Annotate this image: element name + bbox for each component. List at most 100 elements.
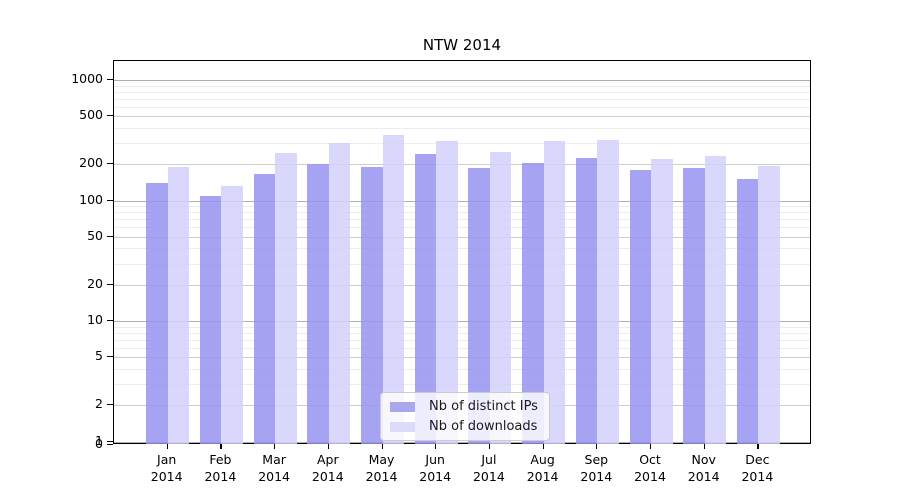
bar-downloads-may xyxy=(382,135,404,444)
y-tick-mark xyxy=(107,440,113,442)
gridline-major xyxy=(114,80,810,81)
gridline-major xyxy=(114,116,810,118)
y-tick-label: 200 xyxy=(79,155,103,171)
gridline-minor xyxy=(114,212,810,214)
x-tick-mark xyxy=(274,444,276,449)
x-tick-label-jan: Jan 2014 xyxy=(150,452,183,484)
gridline-minor xyxy=(114,143,810,144)
x-tick-mark xyxy=(327,444,329,449)
gridline-minor xyxy=(114,106,810,108)
y-tick-label: 1 xyxy=(95,432,103,448)
bar-distinct-ips-may xyxy=(361,166,383,444)
x-tick-mark xyxy=(542,444,544,449)
y-tick-mark xyxy=(107,235,113,237)
gridline-minor xyxy=(114,368,810,370)
gridline-minor xyxy=(114,98,810,100)
y-tick-mark xyxy=(107,163,113,165)
x-tick-label-feb: Feb 2014 xyxy=(204,452,237,484)
y-tick-label: 10 xyxy=(87,312,103,327)
gridline-major xyxy=(114,321,810,322)
y-tick-label: 2 xyxy=(95,396,103,412)
legend-item-distinct-ips: Nb of distinct IPs xyxy=(390,399,538,414)
bar-downloads-jan xyxy=(167,166,190,444)
x-tick-mark xyxy=(703,444,705,449)
legend: Nb of distinct IPs Nb of downloads xyxy=(380,392,550,441)
gridline-major xyxy=(114,236,810,238)
bar-downloads-dec xyxy=(758,166,780,444)
y-tick-mark xyxy=(107,404,113,406)
y-tick-label: 5 xyxy=(95,348,103,364)
y-tick-label: 20 xyxy=(87,275,103,291)
gridline-minor xyxy=(114,248,810,250)
x-tick-mark xyxy=(435,444,437,449)
bar-distinct-ips-sep xyxy=(575,157,598,444)
chart-title: NTW 2014 xyxy=(422,36,502,54)
gridline-minor xyxy=(114,326,810,328)
x-tick-mark xyxy=(488,444,491,449)
gridline-major xyxy=(114,200,810,202)
x-tick-label-mar: Mar 2014 xyxy=(258,452,290,484)
y-tick-label: 1000 xyxy=(71,71,103,86)
gridline-minor xyxy=(114,263,810,265)
bar-downloads-sep xyxy=(597,139,619,444)
gridline-minor xyxy=(114,384,810,385)
gridline-minor xyxy=(114,339,810,341)
bar-distinct-ips-jun xyxy=(414,154,437,444)
x-tick-label-aug: Aug 2014 xyxy=(526,452,559,484)
x-tick-mark xyxy=(166,444,168,449)
y-tick-mark xyxy=(107,79,113,81)
x-tick-label-nov: Nov 2014 xyxy=(687,452,720,484)
legend-label-downloads: Nb of downloads xyxy=(429,419,538,434)
bar-distinct-ips-dec xyxy=(736,179,759,444)
y-tick-mark xyxy=(107,283,113,285)
bar-downloads-oct xyxy=(651,159,673,444)
gridline-minor xyxy=(114,85,810,87)
x-tick-mark xyxy=(650,444,652,449)
gridline-minor xyxy=(114,91,810,93)
y-tick-mark xyxy=(107,115,113,117)
y-tick-mark xyxy=(107,356,113,358)
x-tick-label-sep: Sep 2014 xyxy=(580,452,613,484)
bar-distinct-ips-apr xyxy=(307,164,329,444)
gridline-minor xyxy=(114,127,810,129)
gridline-minor xyxy=(114,332,810,334)
bar-downloads-jun xyxy=(436,140,458,444)
x-tick-label-apr: Apr 2014 xyxy=(311,452,344,484)
bar-downloads-apr xyxy=(328,143,351,444)
gridline-major xyxy=(114,164,810,166)
bar-distinct-ips-oct xyxy=(629,170,651,444)
y-tick-mark xyxy=(107,320,113,322)
gridline-minor xyxy=(114,206,810,207)
x-tick-mark xyxy=(381,444,383,449)
y-tick-label: 500 xyxy=(79,107,103,123)
legend-item-downloads: Nb of downloads xyxy=(390,419,538,434)
x-tick-mark xyxy=(596,444,598,449)
bar-downloads-aug xyxy=(543,141,566,444)
legend-swatch-distinct-ips xyxy=(390,401,415,412)
y-tick-label: 100 xyxy=(79,191,103,207)
gridline-major xyxy=(114,284,810,286)
x-tick-label-jun: Jun 2014 xyxy=(419,452,452,484)
bar-downloads-jul xyxy=(489,152,512,444)
bar-downloads-mar xyxy=(275,152,297,444)
legend-label-distinct-ips: Nb of distinct IPs xyxy=(429,399,538,414)
gridline-minor xyxy=(114,347,810,349)
y-tick-mark xyxy=(107,199,113,201)
bar-downloads-feb xyxy=(221,185,243,444)
bar-distinct-ips-feb xyxy=(199,196,222,444)
bar-distinct-ips-jul xyxy=(468,167,490,444)
x-tick-label-jul: Jul 2014 xyxy=(472,452,505,484)
plot-area xyxy=(113,60,811,444)
bar-downloads-nov xyxy=(704,155,727,444)
legend-swatch-downloads xyxy=(390,421,415,432)
gridline-major xyxy=(114,441,810,443)
bar-distinct-ips-aug xyxy=(522,162,544,444)
y-tick-label: 50 xyxy=(87,227,103,243)
x-tick-mark xyxy=(757,444,759,449)
gridline-major xyxy=(114,357,810,359)
gridline-minor xyxy=(114,227,810,229)
y-tick-mark xyxy=(107,444,113,446)
gridline-minor xyxy=(114,219,810,221)
x-tick-label-dec: Dec 2014 xyxy=(741,452,774,484)
